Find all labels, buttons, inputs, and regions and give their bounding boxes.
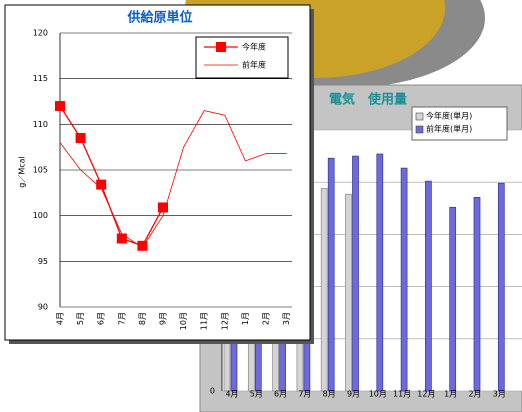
- bar: [352, 155, 359, 392]
- legend-label: 前年度(単月): [426, 124, 472, 134]
- x-tick-label: 2月: [262, 312, 271, 325]
- bar: [449, 206, 457, 392]
- marker: [75, 133, 86, 144]
- bar: [497, 182, 505, 392]
- bar: [320, 188, 328, 392]
- marker: [116, 233, 127, 244]
- x-tick-label: 9月: [347, 390, 360, 399]
- x-tick-label: 10月: [179, 312, 188, 330]
- legend: [411, 106, 508, 141]
- bar: [400, 167, 408, 392]
- chart-title: 供給原単位: [126, 10, 192, 26]
- marker: [55, 101, 65, 112]
- x-tick-label: 2月: [468, 390, 481, 399]
- y-tick-label: 110: [33, 120, 48, 129]
- x-tick-label: 9月: [159, 312, 168, 325]
- x-tick-label: 1月: [444, 390, 457, 399]
- legend-label: 今年度: [242, 42, 266, 52]
- marker: [96, 179, 107, 190]
- legend-label: 前年度: [242, 60, 266, 70]
- bar: [425, 180, 432, 392]
- x-tick-label: 7月: [117, 312, 126, 325]
- x-tick-label: 1月: [241, 312, 250, 325]
- x-tick-label: 3月: [493, 390, 506, 399]
- y-tick-label: 105: [33, 166, 48, 175]
- x-tick-label: 6月: [97, 312, 106, 325]
- x-tick-label: 5月: [250, 390, 263, 399]
- x-tick-label: 8月: [323, 390, 336, 399]
- x-tick-label: 11月: [393, 390, 411, 399]
- x-tick-label: 4月: [56, 312, 65, 325]
- legend: [195, 36, 289, 79]
- y-tick-label: 95: [38, 257, 48, 266]
- y-tick-label: 115: [33, 74, 48, 83]
- marker: [158, 202, 168, 213]
- y-tick-label: 90: [38, 303, 48, 312]
- y-tick-label: 0: [210, 387, 215, 396]
- bar: [327, 157, 335, 392]
- legend-marker: [216, 42, 226, 52]
- bar: [473, 196, 481, 392]
- x-tick-label: 7月: [298, 390, 311, 399]
- electricity-chart: 電気 使用量 01002003004005004月5月6月7月8月9月10月11…: [199, 84, 522, 412]
- legend-swatch: [415, 112, 424, 121]
- x-tick-label: 6月: [274, 390, 287, 399]
- legend-label: 今年度(単月): [426, 111, 472, 121]
- bar: [376, 153, 384, 392]
- line: [59, 110, 287, 249]
- x-tick-label: 12月: [220, 312, 229, 330]
- x-tick-label: 4月: [225, 390, 238, 399]
- x-tick-label: 10月: [369, 390, 387, 399]
- x-tick-label: 8月: [138, 312, 147, 325]
- legend-swatch: [415, 125, 424, 134]
- y-tick-label: 100: [33, 211, 48, 220]
- marker: [137, 240, 148, 251]
- y-axis-label: g／Mcal: [18, 156, 27, 188]
- x-tick-label: 3月: [282, 312, 291, 325]
- chart-title: 電気 使用量: [329, 92, 407, 108]
- x-tick-label: 12月: [417, 390, 435, 399]
- x-tick-label: 11月: [200, 312, 209, 330]
- y-tick-label: 120: [33, 29, 48, 38]
- x-tick-label: 5月: [76, 312, 85, 325]
- bar: [345, 193, 352, 392]
